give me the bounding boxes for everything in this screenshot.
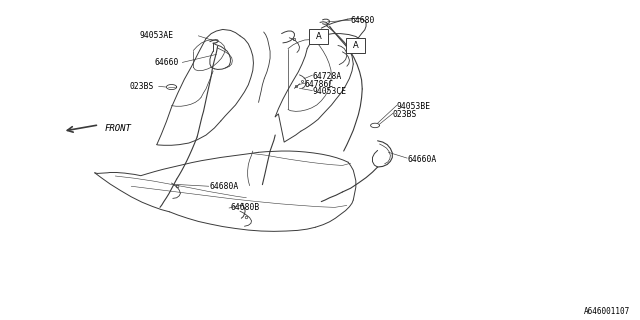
Text: 64728A: 64728A xyxy=(312,72,342,81)
Text: 64680A: 64680A xyxy=(210,182,239,191)
Text: A646001107: A646001107 xyxy=(584,307,630,316)
Text: 64680: 64680 xyxy=(351,16,375,25)
Text: 023BS: 023BS xyxy=(129,82,154,91)
Text: FRONT: FRONT xyxy=(104,124,131,133)
Text: A: A xyxy=(316,32,321,41)
Text: 94053AE: 94053AE xyxy=(140,31,174,40)
Bar xyxy=(309,29,328,44)
Bar xyxy=(346,38,365,53)
Text: 64786C: 64786C xyxy=(305,80,334,89)
Text: 023BS: 023BS xyxy=(393,110,417,119)
Text: 94053CE: 94053CE xyxy=(312,87,346,96)
Text: 64680B: 64680B xyxy=(230,204,260,212)
Text: 64660A: 64660A xyxy=(407,155,436,164)
Text: 64660: 64660 xyxy=(155,58,179,67)
Text: A: A xyxy=(353,41,358,50)
Text: 94053BE: 94053BE xyxy=(397,102,431,111)
